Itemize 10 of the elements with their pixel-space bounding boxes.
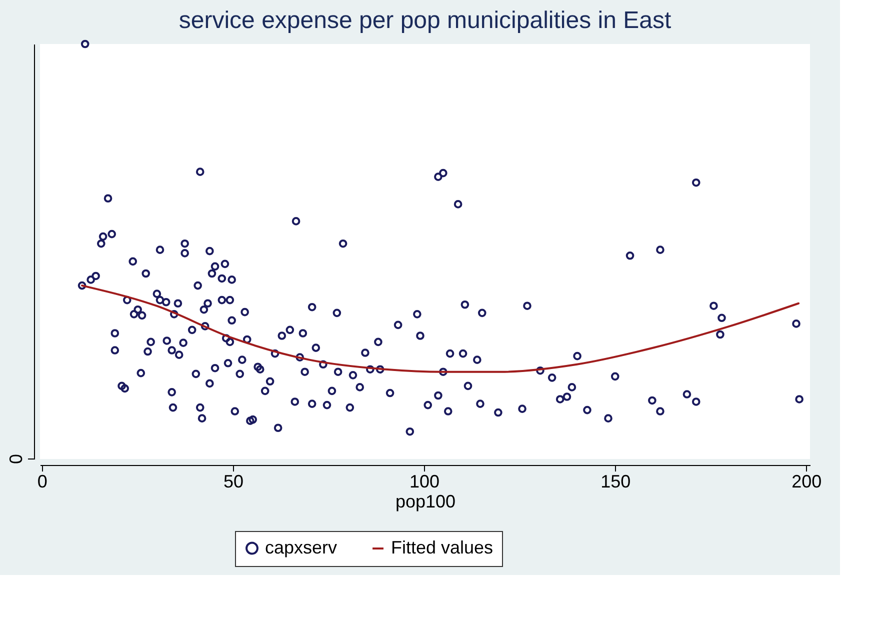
x-tick-label: 200 — [792, 472, 822, 492]
legend-label: Fitted values — [391, 538, 494, 558]
x-tick-label: 50 — [223, 472, 244, 492]
x-axis-title: pop100 — [395, 492, 456, 512]
x-tick-label: 0 — [37, 472, 48, 492]
legend-label: capxserv — [265, 537, 338, 558]
x-tick-label: 100 — [410, 472, 440, 492]
text: 0 — [6, 454, 26, 464]
chart-title: service expense per pop municipalities in East — [178, 6, 672, 34]
x-tick-label: 150 — [600, 472, 631, 492]
